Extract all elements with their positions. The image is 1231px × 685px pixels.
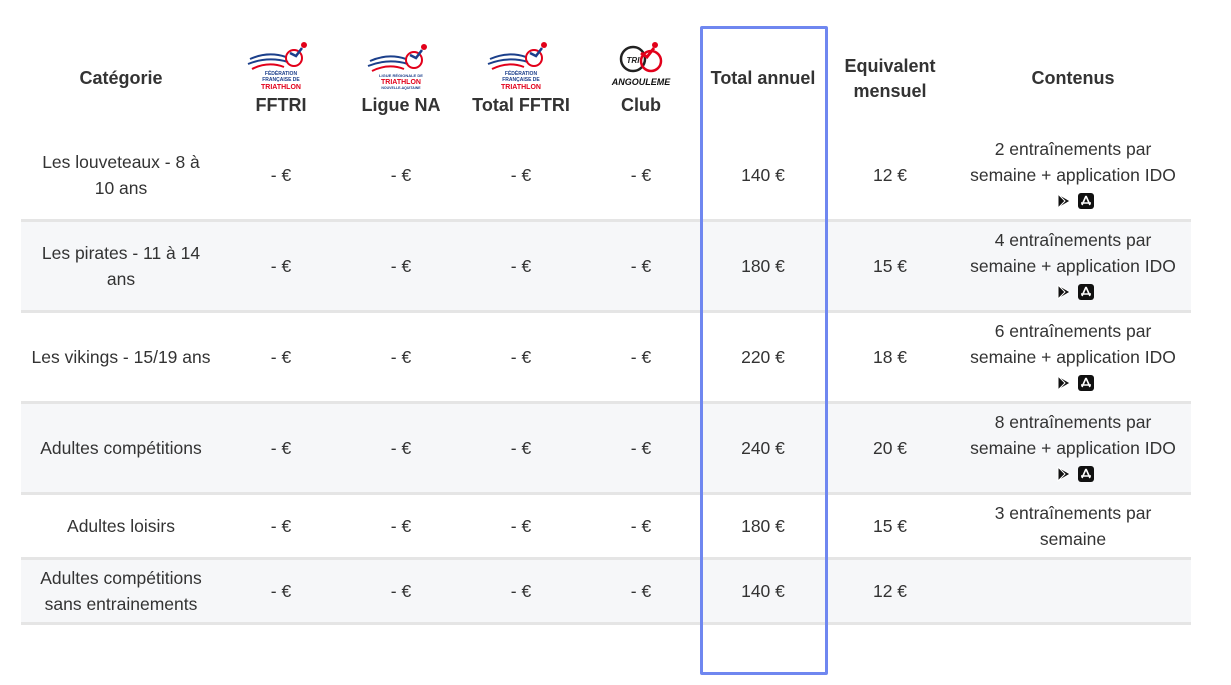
header-total-fftri: FÉDÉRATION FRANÇAISE DE TRIATHLON Total … (461, 26, 581, 131)
pricing-table: Catégorie FÉDÉRATION FRANÇAISE DE TRIATH… (21, 26, 1191, 625)
table-row: Adultes loisirs - € - € - € - € 180 € 15… (21, 493, 1191, 560)
cell-equivalent: 15 € (825, 220, 955, 313)
contenus-app: IDO (1144, 256, 1176, 276)
cell-categorie: Adultes compétitions sans entrainements (21, 558, 221, 625)
club-logo: TRI ANGOULEME (611, 42, 671, 87)
svg-text:FRANÇAISE DE: FRANÇAISE DE (262, 77, 300, 83)
cell-total-fftri: - € (461, 131, 581, 222)
cell-club: - € (581, 311, 701, 404)
cell-ligue: - € (341, 220, 461, 313)
cell-total-annuel: 220 € (701, 311, 825, 404)
app-store-icon[interactable] (1078, 284, 1094, 300)
svg-text:FÉDÉRATION: FÉDÉRATION (505, 69, 538, 77)
cell-categorie: Les pirates - 11 à 14 ans (21, 220, 221, 313)
contenus-app: IDO (1144, 165, 1176, 185)
cell-categorie: Adultes loisirs (21, 493, 221, 560)
header-equivalent-mensuel: Equivalent mensuel (844, 55, 936, 101)
cell-total-fftri: - € (461, 493, 581, 560)
cell-fftri: - € (221, 220, 341, 313)
contenus-app: IDO (1144, 347, 1176, 367)
cell-contenus: 3 entraînements par semaine (955, 493, 1191, 560)
app-store-icon[interactable] (1078, 375, 1094, 391)
fftri-logo: FÉDÉRATION FRANÇAISE DE TRIATHLON (247, 42, 307, 91)
ligue-na-logo: LIGUE RÉGIONALE DE TRIATHLON NOUVELLE-AQ… (367, 44, 427, 90)
app-store-icon[interactable] (1078, 466, 1094, 482)
contenus-text: 6 entraînements par semaine + applicatio… (970, 321, 1152, 367)
cell-total-annuel: 140 € (701, 131, 825, 222)
cell-club: - € (581, 220, 701, 313)
cell-contenus: 6 entraînements par semaine + applicatio… (955, 311, 1191, 404)
cell-contenus: 8 entraînements par semaine + applicatio… (955, 402, 1191, 495)
header-categorie: Catégorie (79, 68, 163, 88)
svg-text:LIGUE RÉGIONALE DE: LIGUE RÉGIONALE DE (379, 73, 423, 78)
cell-equivalent: 12 € (825, 558, 955, 625)
cell-total-annuel: 140 € (701, 558, 825, 625)
header-ligue-na: LIGUE RÉGIONALE DE TRIATHLON NOUVELLE-AQ… (341, 26, 461, 131)
cell-total-annuel: 180 € (701, 493, 825, 560)
svg-text:TRIATHLON: TRIATHLON (501, 84, 541, 91)
cell-club: - € (581, 558, 701, 625)
cell-ligue: - € (341, 131, 461, 222)
cell-contenus: 2 entraînements par semaine + applicatio… (955, 131, 1191, 222)
cell-club: - € (581, 131, 701, 222)
cell-ligue: - € (341, 311, 461, 404)
cell-total-annuel: 240 € (701, 402, 825, 495)
svg-text:TRIATHLON: TRIATHLON (261, 84, 301, 91)
header-club: TRI ANGOULEME Club (581, 26, 701, 131)
table-row: Adultes compétitions sans entrainements … (21, 558, 1191, 625)
google-play-icon[interactable] (1056, 193, 1072, 209)
cell-fftri: - € (221, 402, 341, 495)
app-store-icon[interactable] (1078, 193, 1094, 209)
svg-text:ANGOULEME: ANGOULEME (611, 77, 671, 87)
cell-categorie: Les louveteaux - 8 à 10 ans (21, 131, 221, 222)
cell-categorie: Adultes compétitions (21, 402, 221, 495)
header-total-annuel: Total annuel (710, 68, 816, 88)
svg-text:TRIATHLON: TRIATHLON (381, 79, 421, 86)
header-contenus: Contenus (1031, 68, 1115, 88)
table-row: Les louveteaux - 8 à 10 ans - € - € - € … (21, 131, 1191, 222)
cell-contenus (955, 558, 1191, 625)
svg-text:TRI: TRI (627, 56, 641, 65)
contenus-text: 3 entraînements par semaine (994, 503, 1152, 549)
cell-club: - € (581, 493, 701, 560)
cell-ligue: - € (341, 402, 461, 495)
fftri-logo: FÉDÉRATION FRANÇAISE DE TRIATHLON (487, 42, 547, 91)
cell-fftri: - € (221, 558, 341, 625)
cell-total-fftri: - € (461, 311, 581, 404)
contenus-text: 4 entraînements par semaine + applicatio… (970, 230, 1152, 276)
cell-ligue: - € (341, 493, 461, 560)
cell-club: - € (581, 402, 701, 495)
cell-contenus: 4 entraînements par semaine + applicatio… (955, 220, 1191, 313)
cell-fftri: - € (221, 131, 341, 222)
cell-total-annuel: 180 € (701, 220, 825, 313)
svg-text:FÉDÉRATION: FÉDÉRATION (265, 69, 298, 77)
cell-total-fftri: - € (461, 220, 581, 313)
svg-text:NOUVELLE-AQUITAINE: NOUVELLE-AQUITAINE (381, 86, 421, 90)
table-row: Les vikings - 15/19 ans - € - € - € - € … (21, 311, 1191, 404)
table-row: Adultes compétitions - € - € - € - € 240… (21, 402, 1191, 495)
contenus-app: IDO (1144, 438, 1176, 458)
cell-fftri: - € (221, 493, 341, 560)
cell-equivalent: 20 € (825, 402, 955, 495)
cell-equivalent: 15 € (825, 493, 955, 560)
google-play-icon[interactable] (1056, 466, 1072, 482)
cell-equivalent: 12 € (825, 131, 955, 222)
table-row: Les pirates - 11 à 14 ans - € - € - € - … (21, 220, 1191, 313)
header-fftri: FÉDÉRATION FRANÇAISE DE TRIATHLON FFTRI (221, 26, 341, 131)
cell-fftri: - € (221, 311, 341, 404)
cell-equivalent: 18 € (825, 311, 955, 404)
cell-total-fftri: - € (461, 402, 581, 495)
svg-text:FRANÇAISE DE: FRANÇAISE DE (502, 77, 540, 83)
header-row: Catégorie FÉDÉRATION FRANÇAISE DE TRIATH… (21, 26, 1191, 131)
cell-ligue: - € (341, 558, 461, 625)
cell-categorie: Les vikings - 15/19 ans (21, 311, 221, 404)
google-play-icon[interactable] (1056, 375, 1072, 391)
cell-total-fftri: - € (461, 558, 581, 625)
contenus-text: 8 entraînements par semaine + applicatio… (970, 412, 1152, 458)
contenus-text: 2 entraînements par semaine + applicatio… (970, 139, 1152, 185)
google-play-icon[interactable] (1056, 284, 1072, 300)
